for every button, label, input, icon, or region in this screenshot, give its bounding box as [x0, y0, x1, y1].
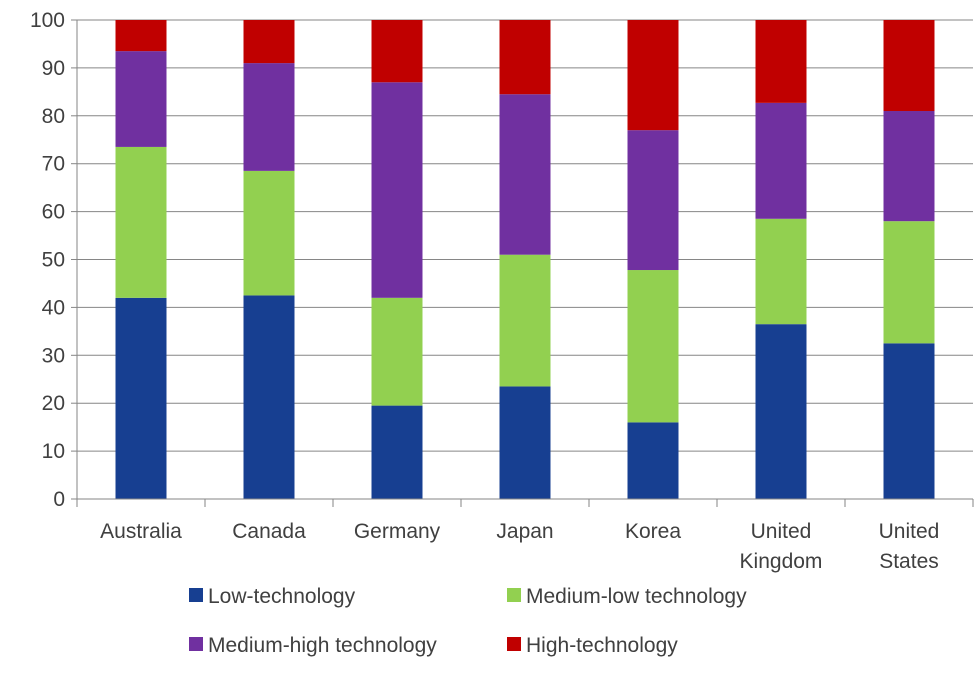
y-tick-label: 100 [30, 9, 65, 32]
bar-segment-low-technology [371, 405, 423, 499]
legend-label: Medium-low technology [526, 585, 747, 608]
bar-segment-high-technology [115, 20, 167, 52]
legend-swatch [507, 588, 521, 602]
x-tick-label: Japan [496, 520, 553, 543]
axes [71, 19, 974, 507]
bars [115, 20, 935, 499]
bar-segment-high-technology [243, 20, 295, 64]
y-tick-label: 10 [42, 440, 65, 463]
bar-segment-medium-high-technology [755, 102, 807, 219]
bar-segment-low-technology [755, 324, 807, 499]
bar-segment-medium-high-technology [883, 111, 935, 222]
bar-segment-low-technology [627, 422, 679, 499]
bar-segment-high-technology [755, 20, 807, 103]
legend-item: Low-technology [189, 585, 356, 608]
bar-segment-medium-low-technology [243, 170, 295, 296]
bar-segment-medium-high-technology [627, 130, 679, 271]
legend-label: High-technology [526, 634, 678, 657]
bar-segment-low-technology [243, 295, 295, 499]
bar-segment-medium-low-technology [883, 221, 935, 344]
bar-segment-high-technology [883, 20, 935, 112]
y-tick-label: 60 [42, 201, 65, 224]
y-tick-label: 90 [42, 57, 65, 80]
y-axis-tick-labels: 0 10 20 30 40 50 60 70 80 90 100 [30, 9, 65, 511]
y-tick-label: 80 [42, 105, 65, 128]
bar-segment-low-technology [883, 343, 935, 499]
x-tick-label: Korea [625, 520, 681, 543]
bar-segment-medium-high-technology [371, 82, 423, 298]
y-tick-label: 40 [42, 296, 65, 319]
y-tick-label: 20 [42, 392, 65, 415]
y-tick-label: 0 [53, 488, 65, 511]
legend-swatch [507, 637, 521, 651]
y-tick-label: 50 [42, 249, 65, 272]
y-tick-label: 30 [42, 344, 65, 367]
x-tick-label: Canada [232, 520, 306, 543]
legend-item: High-technology [507, 634, 678, 657]
bar-segment-medium-low-technology [499, 254, 551, 387]
legend-item: Medium-high technology [189, 634, 437, 657]
bar-segment-medium-high-technology [499, 94, 551, 255]
x-axis-tick-labels: Australia Canada Germany Japan Korea United Ki… [100, 520, 939, 573]
bar-segment-medium-low-technology [115, 146, 167, 298]
bar-segment-high-technology [627, 20, 679, 131]
bar-segment-medium-low-technology [755, 218, 807, 325]
legend-swatch [189, 588, 203, 602]
bar-segment-high-technology [371, 20, 423, 83]
bar-segment-medium-high-technology [115, 51, 167, 147]
bar-segment-medium-high-technology [243, 63, 295, 171]
x-tick-label: Australia [100, 520, 182, 543]
bar-segment-medium-low-technology [371, 297, 423, 406]
legend-label: Low-technology [208, 585, 356, 608]
x-tick-label: United States [879, 520, 940, 573]
bar-segment-low-technology [115, 297, 167, 499]
legend-swatch [189, 637, 203, 651]
bar-segment-medium-low-technology [627, 270, 679, 423]
x-tick-label: Germany [354, 520, 441, 543]
legend-label: Medium-high technology [208, 634, 437, 657]
y-tick-label: 70 [42, 153, 65, 176]
bar-segment-high-technology [499, 20, 551, 95]
bar-segment-low-technology [499, 386, 551, 499]
x-tick-label: United Kingdom [740, 520, 823, 573]
legend: Low-technology Medium-low technology Mediu… [189, 585, 747, 657]
legend-item: Medium-low technology [507, 585, 747, 608]
